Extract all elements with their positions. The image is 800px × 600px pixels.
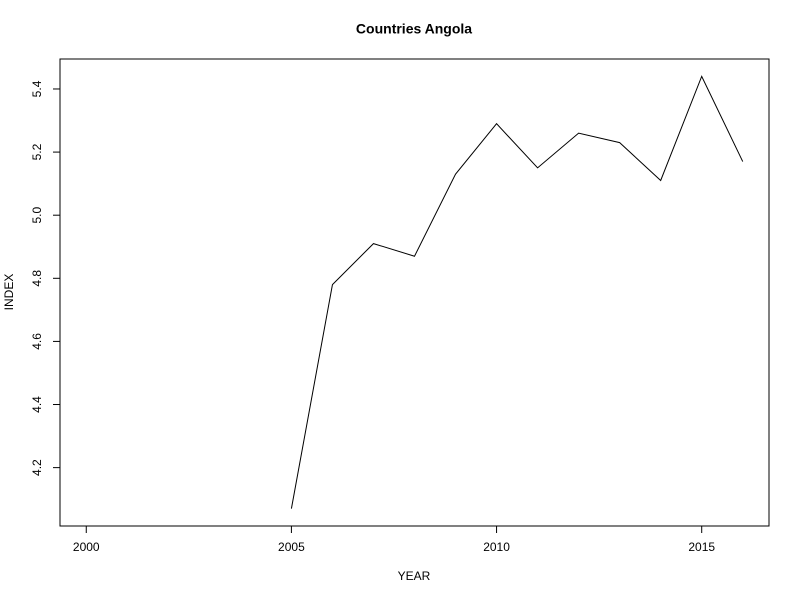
y-tick-label: 5.4: [30, 80, 44, 97]
y-axis-label: INDEX: [2, 274, 16, 311]
y-tick-label: 4.8: [30, 270, 44, 287]
y-tick-label: 5.0: [30, 207, 44, 224]
x-tick-label: 2015: [688, 540, 715, 554]
y-tick-label: 4.2: [30, 459, 44, 476]
x-tick-label: 2000: [73, 540, 100, 554]
x-tick-label: 2005: [278, 540, 305, 554]
y-tick-label: 5.2: [30, 143, 44, 160]
x-axis-label: YEAR: [398, 569, 431, 583]
line-series: [290, 75, 744, 509]
plot-frame: [59, 58, 770, 527]
chart-title: Countries Angola: [356, 21, 472, 37]
y-tick-label: 4.6: [30, 333, 44, 350]
y-tick-label: 4.4: [30, 396, 44, 413]
x-tick-label: 2010: [483, 540, 510, 554]
